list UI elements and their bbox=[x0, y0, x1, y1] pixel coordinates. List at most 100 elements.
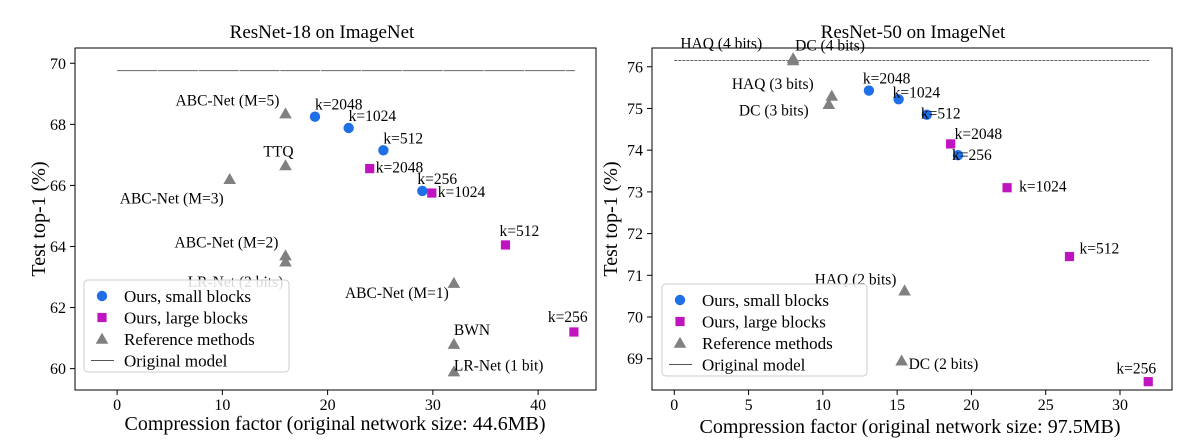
point-label-haq-4-bits: HAQ (4 bits) bbox=[680, 35, 762, 52]
point-label-k-512: k=512 bbox=[499, 223, 539, 240]
point-label-abc-net-m-5: ABC-Net (M=5) bbox=[176, 93, 280, 110]
point-label-dc-3-bits: DC (3 bits) bbox=[739, 102, 809, 119]
point-label-k-2048: k=2048 bbox=[315, 97, 363, 114]
y-axis-label: Test top-1 (%) bbox=[28, 161, 50, 276]
reference-methods-point-abc-net-m-5 bbox=[279, 107, 292, 119]
reference-methods-point-abc-net-m-1 bbox=[447, 276, 461, 288]
legend-label-ours-large-blocks: Ours, large blocks bbox=[702, 313, 826, 332]
ours-large-blocks-point-k-512 bbox=[500, 240, 511, 250]
legend-label-ours-small-blocks: Ours, small blocks bbox=[124, 287, 251, 306]
legend-label-original-model: Original model bbox=[124, 352, 228, 371]
x-tick-label: 0 bbox=[670, 397, 678, 414]
x-tick-label: 30 bbox=[425, 397, 441, 414]
point-label-dc-2-bits: DC (2 bits) bbox=[909, 356, 979, 373]
chart-resnet50: ResNet-50 on ImageNet 0 5 10 15 20 25 30 69 70 7… bbox=[600, 22, 1173, 438]
legend-swatch-triangle bbox=[95, 332, 109, 344]
x-tick-label: 10 bbox=[214, 397, 230, 414]
point-label-k-256: k=256 bbox=[548, 309, 588, 326]
point-label-k-1024: k=1024 bbox=[893, 84, 941, 101]
point-label-k-1024: k=1024 bbox=[349, 108, 397, 125]
y-tick-label: 66 bbox=[50, 178, 66, 195]
point-label-k-512: k=512 bbox=[1079, 241, 1119, 258]
y-axis-label: Test top-1 (%) bbox=[600, 161, 622, 276]
legend-box bbox=[661, 283, 868, 377]
x-axis-label: Compression factor (original network siz… bbox=[699, 416, 1120, 438]
x-tick-label: 20 bbox=[320, 397, 336, 414]
x-axis-label: Compression factor (original network siz… bbox=[124, 413, 545, 435]
point-label-k-2048: k=2048 bbox=[863, 71, 911, 88]
x-tick-label: 5 bbox=[745, 397, 753, 414]
y-tick-label: 74 bbox=[627, 143, 643, 160]
plot-frame bbox=[74, 47, 597, 391]
ours-large-blocks-point-k-256 bbox=[569, 327, 579, 337]
legend-swatch-square bbox=[97, 312, 107, 323]
legend-label-original-model: Original model bbox=[702, 356, 806, 375]
x-tick-label: 30 bbox=[1112, 397, 1128, 414]
legend-swatch-square bbox=[675, 316, 685, 327]
legend-swatch-circle bbox=[96, 290, 108, 302]
point-label-k-256: k=256 bbox=[417, 171, 457, 188]
data-marks bbox=[223, 107, 579, 377]
x-tick-label: 20 bbox=[963, 397, 979, 414]
ours-small-blocks-point-k-512 bbox=[921, 109, 933, 120]
legend: Ours, small blocks Ours, large blocks Refe… bbox=[83, 279, 290, 373]
point-label-k-1024: k=1024 bbox=[438, 184, 486, 201]
y-tick-label: 75 bbox=[627, 101, 643, 118]
point-label-haq-3-bits: HAQ (3 bits) bbox=[732, 76, 814, 93]
y-axis-ticks: 60 62 64 66 68 70 bbox=[50, 56, 75, 378]
y-tick-label: 73 bbox=[627, 184, 643, 201]
y-tick-label: 70 bbox=[50, 56, 66, 73]
ours-small-blocks-point-k-256 bbox=[952, 149, 964, 161]
legend-label-ours-large-blocks: Ours, large blocks bbox=[124, 309, 248, 328]
x-axis-ticks: 0 10 20 30 40 bbox=[113, 390, 546, 414]
chart-resnet18: ResNet-18 on ImageNet 0 10 20 30 40 60 62 64 66… bbox=[28, 22, 597, 435]
x-tick-label: 40 bbox=[530, 397, 546, 414]
x-tick-label: 25 bbox=[1038, 397, 1054, 414]
point-label-dc-4-bits: DC (4 bits) bbox=[795, 38, 865, 55]
chart-title: ResNet-50 on ImageNet bbox=[821, 22, 1006, 43]
point-label-abc-net-m-2: ABC-Net (M=2) bbox=[175, 235, 279, 252]
x-axis-ticks: 0 5 10 15 20 25 30 bbox=[670, 390, 1128, 414]
x-tick-label: 0 bbox=[113, 397, 121, 414]
point-label-lr-net-1-bit: LR-Net (1 bit) bbox=[454, 358, 544, 375]
plot-frame bbox=[651, 47, 1173, 391]
reference-methods-point-haq-3-bits bbox=[825, 89, 839, 101]
ours-small-blocks-point-k-1024 bbox=[893, 94, 904, 105]
reference-methods-point-bwn bbox=[447, 337, 461, 349]
y-tick-label: 68 bbox=[50, 117, 66, 134]
ours-large-blocks-point-k-512 bbox=[1064, 251, 1075, 262]
point-label-abc-net-m-1: ABC-Net (M=1) bbox=[345, 285, 449, 302]
ours-small-blocks-point-k-2048 bbox=[309, 111, 321, 122]
point-label-k-256: k=256 bbox=[1116, 361, 1156, 378]
ours-small-blocks-point-k-512 bbox=[378, 145, 389, 156]
y-tick-label: 69 bbox=[627, 351, 643, 368]
y-tick-label: 76 bbox=[627, 59, 643, 76]
reference-methods-point-lr-net-1-bit bbox=[447, 365, 461, 377]
point-labels: k=2048k=1024k=512k=256k=2048k=1024k=512k… bbox=[680, 35, 1156, 377]
y-tick-label: 70 bbox=[627, 310, 643, 327]
point-label-k-2048: k=2048 bbox=[955, 126, 1003, 143]
reference-methods-point-dc-3-bits bbox=[822, 98, 836, 110]
reference-methods-point-dc-4-bits bbox=[786, 54, 800, 66]
legend: Ours, small blocks Ours, large blocks Refe… bbox=[661, 283, 868, 377]
legend-label-reference-methods: Reference methods bbox=[124, 330, 255, 349]
ours-large-blocks-point-k-256 bbox=[1143, 377, 1153, 387]
legend-box bbox=[83, 279, 290, 373]
point-label-k-1024: k=1024 bbox=[1019, 179, 1067, 196]
point-label-ttq: TTQ bbox=[263, 144, 293, 161]
ours-small-blocks-point-k-2048 bbox=[863, 85, 875, 96]
ours-large-blocks-point-k-1024 bbox=[1002, 183, 1012, 193]
point-label-bwn: BWN bbox=[454, 322, 490, 339]
reference-methods-point-dc-2-bits bbox=[895, 354, 908, 366]
y-tick-label: 72 bbox=[627, 226, 643, 243]
data-marks bbox=[786, 52, 1153, 387]
ours-large-blocks-point-k-1024 bbox=[427, 188, 437, 198]
point-label-k-256: k=256 bbox=[952, 147, 992, 164]
legend-swatch-triangle bbox=[673, 336, 687, 348]
point-label-abc-net-m-3: ABC-Net (M=3) bbox=[120, 190, 224, 207]
reference-methods-point-abc-net-m-2 bbox=[279, 249, 292, 261]
reference-methods-point-haq-2-bits bbox=[898, 284, 911, 296]
ours-small-blocks-point-k-1024 bbox=[343, 122, 354, 134]
x-tick-label: 10 bbox=[815, 397, 831, 414]
